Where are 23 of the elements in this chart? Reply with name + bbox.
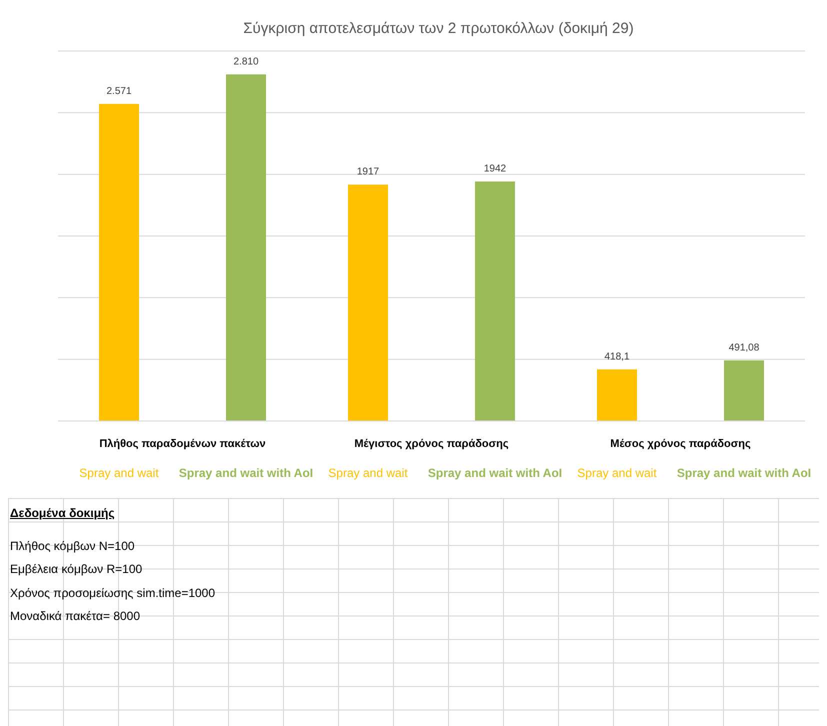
data-label: 418,1 xyxy=(604,351,630,362)
chart-title: Σύγκριση αποτελεσμάτων των 2 πρωτοκόλλων (δοκιμή 29) xyxy=(242,20,635,37)
data-label: 491,08 xyxy=(728,342,760,354)
x-tick-label: Μέσος χρόνος παράδοσης xyxy=(610,438,751,450)
text: Spray and wait with AoI xyxy=(676,466,812,480)
text: Spray and wait xyxy=(577,466,657,480)
text: Spray and wait xyxy=(79,466,160,480)
text: Spray and wait with AoI xyxy=(428,466,562,480)
data-label: 1942 xyxy=(484,163,507,174)
text: Spray and wait xyxy=(328,466,408,480)
bar xyxy=(597,369,637,421)
x-tick-label: Μέγιστος χρόνος παράδοσης xyxy=(354,438,509,450)
data-label: 1917 xyxy=(356,166,380,178)
bar xyxy=(724,360,764,421)
bar xyxy=(348,184,388,421)
spreadsheet-grid: Δεδομένα δοκιμής Πλήθος κόμβων N=100 Εμβέλεια κόμβων R=100 Χρόνος προσομείωσης sim.time=1000 Μοναδικά πακέτα= 8000 xyxy=(8,498,819,726)
bar xyxy=(226,74,266,421)
bar xyxy=(475,181,515,421)
data-label: 2.571 xyxy=(106,86,132,97)
x-tick-label: Πλήθος παραδομένων πακέτων xyxy=(99,438,266,450)
text: Spray and wait with AoI xyxy=(178,466,314,480)
data-label: 2.810 xyxy=(233,56,259,68)
bar xyxy=(99,104,139,421)
